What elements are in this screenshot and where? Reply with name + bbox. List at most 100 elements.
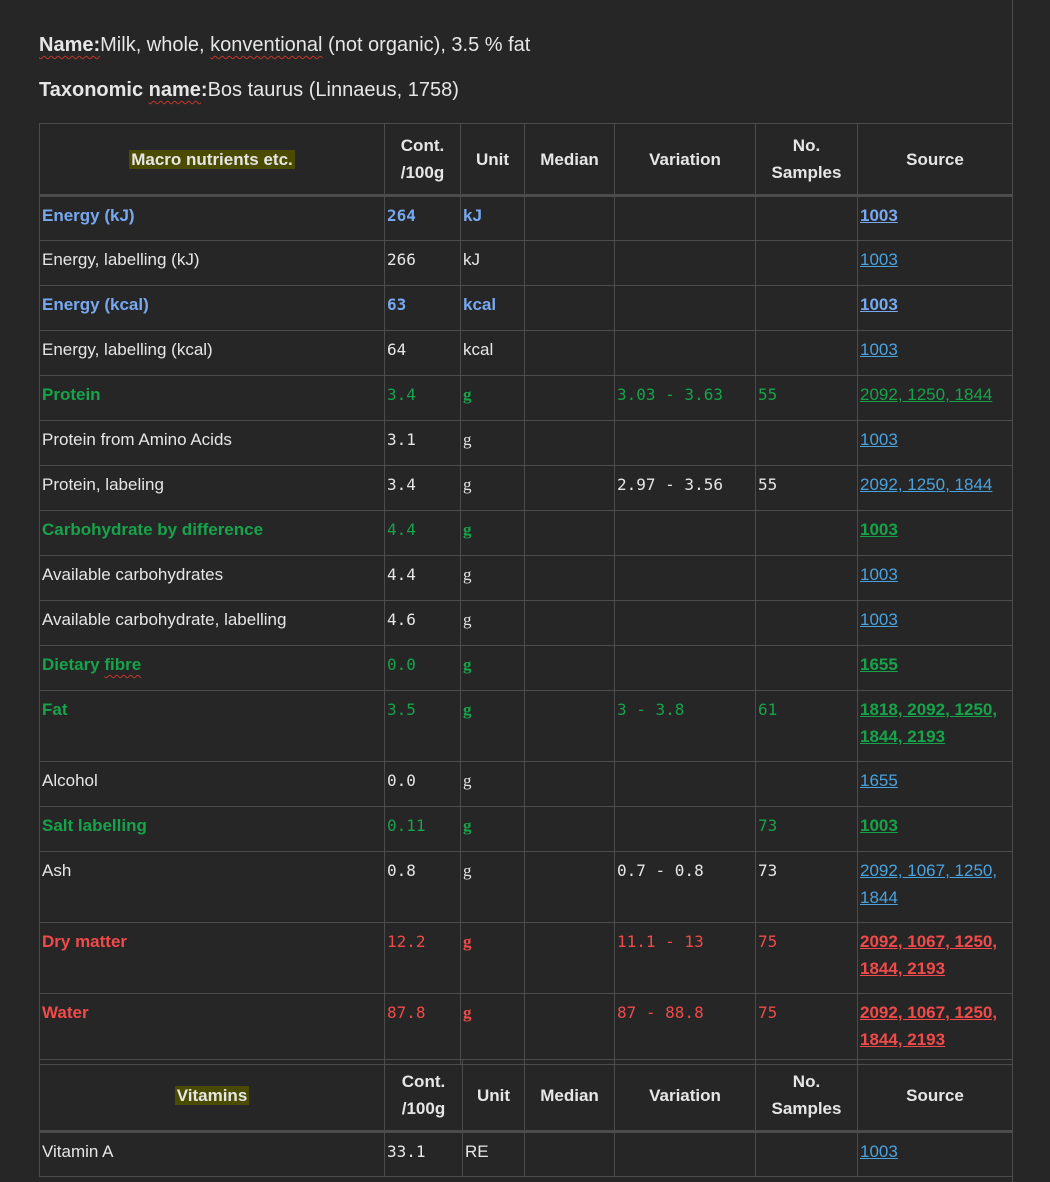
median-value: [524, 420, 615, 466]
unit-value: g: [460, 555, 525, 601]
table-row: Dry matter 12.2 g 11.1 - 13 75 2092, 1067, 12…: [39, 922, 1013, 994]
unit-header: Unit: [462, 1059, 525, 1133]
source-header: Source: [857, 123, 1013, 197]
nutrient-name: Available carbohydrate, labelling: [39, 600, 385, 646]
content-value: 33.1: [384, 1131, 463, 1177]
source-link[interactable]: 2092, 1250, 1844: [860, 385, 993, 404]
content-value: 64: [384, 330, 461, 376]
table-row: Dietary fibre 0.0 g 1655: [39, 645, 1013, 691]
table-row: Protein 3.4 g 3.03 - 3.63 55 2092, 1250, 1844: [39, 375, 1013, 421]
macro-header-row: Macro nutrients etc. Cont./100g Unit Med…: [39, 123, 1013, 197]
variation-value: [614, 761, 756, 807]
table-row: Carbohydrate by difference 4.4 g 1003: [39, 510, 1013, 556]
content-value: 3.5: [384, 690, 461, 762]
variation-value: [614, 195, 756, 241]
unit-value: g: [460, 761, 525, 807]
unit-value: g: [460, 465, 525, 511]
cont-header: Cont./100g: [384, 1059, 463, 1133]
source-link[interactable]: 1003: [860, 250, 898, 269]
content-value: 0.0: [384, 761, 461, 807]
source-cell: 1003: [857, 330, 1013, 376]
samples-header: No. Samples: [755, 123, 858, 197]
table-row: Alcohol 0.0 g 1655: [39, 761, 1013, 807]
source-link[interactable]: 2092, 1250, 1844: [860, 475, 993, 494]
samples-value: 75: [755, 993, 858, 1065]
samples-value: [755, 195, 858, 241]
source-link[interactable]: 1003: [860, 340, 898, 359]
variation-value: 87 - 88.8: [614, 993, 756, 1065]
vitamins-header-row: Vitamins Cont./100g Unit Median Variatio…: [39, 1059, 1013, 1133]
source-link[interactable]: 1003: [860, 295, 898, 314]
content-value: 266: [384, 240, 461, 286]
samples-value: [755, 1131, 858, 1177]
unit-value: g: [460, 375, 525, 421]
page-edge-line: [1012, 0, 1013, 1182]
variation-value: [614, 285, 756, 331]
source-cell: 2092, 1067, 1250, 1844, 2193: [857, 993, 1013, 1065]
median-value: [524, 806, 615, 852]
macro-section-title: Macro nutrients etc.: [39, 123, 385, 197]
samples-value: 75: [755, 922, 858, 994]
source-link[interactable]: 1003: [860, 565, 898, 584]
source-link[interactable]: 2092, 1067, 1250, 1844, 2193: [860, 1003, 998, 1049]
unit-value: g: [460, 806, 525, 852]
variation-value: [614, 330, 756, 376]
content-value: 264: [384, 195, 461, 241]
source-link[interactable]: 2092, 1067, 1250, 1844, 2193: [860, 932, 998, 978]
content-value: 0.8: [384, 851, 461, 923]
source-link[interactable]: 2092, 1067, 1250, 1844: [860, 861, 998, 907]
nutrient-name: Ash: [39, 851, 385, 923]
table-row: Protein from Amino Acids 3.1 g 1003: [39, 420, 1013, 466]
source-cell: 1655: [857, 761, 1013, 807]
nutrient-name: Available carbohydrates: [39, 555, 385, 601]
source-link[interactable]: 1003: [860, 206, 898, 225]
samples-value: 73: [755, 851, 858, 923]
source-cell: 1003: [857, 600, 1013, 646]
samples-value: [755, 600, 858, 646]
source-link[interactable]: 1003: [860, 816, 898, 835]
nutrient-name: Dietary fibre: [39, 645, 385, 691]
variation-value: [614, 240, 756, 286]
variation-header: Variation: [614, 1059, 756, 1133]
source-link[interactable]: 1003: [860, 1142, 898, 1161]
source-link[interactable]: 1655: [860, 771, 898, 790]
source-cell: 1003: [857, 240, 1013, 286]
nutrient-name: Energy (kcal): [39, 285, 385, 331]
samples-header: No. Samples: [755, 1059, 858, 1133]
median-value: [524, 922, 615, 994]
table-row: Energy (kcal) 63 kcal 1003: [39, 285, 1013, 331]
variation-value: [614, 510, 756, 556]
vitamins-section-title: Vitamins: [39, 1059, 385, 1133]
variation-value: [614, 420, 756, 466]
median-header: Median: [524, 123, 615, 197]
source-link[interactable]: 1003: [860, 610, 898, 629]
table-row: Energy, labelling (kJ) 266 kJ 1003: [39, 240, 1013, 286]
source-link[interactable]: 1003: [860, 520, 898, 539]
table-row: Fat 3.5 g 3 - 3.8 61 1818, 2092, 1250, 1844, …: [39, 690, 1013, 762]
samples-value: [755, 330, 858, 376]
table-row: Available carbohydrate, labelling 4.6 g 100…: [39, 600, 1013, 646]
content-value: 3.4: [384, 465, 461, 511]
unit-value: g: [460, 600, 525, 646]
nutrient-name: Energy (kJ): [39, 195, 385, 241]
source-link[interactable]: 1655: [860, 655, 898, 674]
nutrient-name: Carbohydrate by difference: [39, 510, 385, 556]
source-link[interactable]: 1818, 2092, 1250, 1844, 2193: [860, 700, 998, 746]
source-cell: 2092, 1067, 1250, 1844: [857, 851, 1013, 923]
content-value: 87.8: [384, 993, 461, 1065]
median-value: [524, 465, 615, 511]
samples-value: [755, 761, 858, 807]
nutrient-name: Protein from Amino Acids: [39, 420, 385, 466]
variation-value: 3 - 3.8: [614, 690, 756, 762]
nutrient-name-text: Dietary fibre: [42, 655, 142, 674]
samples-value: 55: [755, 465, 858, 511]
samples-value: 55: [755, 375, 858, 421]
source-link[interactable]: 1003: [860, 430, 898, 449]
table-row: Energy (kJ) 264 kJ 1003: [39, 195, 1013, 241]
unit-value: g: [460, 851, 525, 923]
unit-value: g: [460, 420, 525, 466]
median-value: [524, 240, 615, 286]
samples-value: [755, 420, 858, 466]
samples-value: [755, 285, 858, 331]
variation-value: 3.03 - 3.63: [614, 375, 756, 421]
